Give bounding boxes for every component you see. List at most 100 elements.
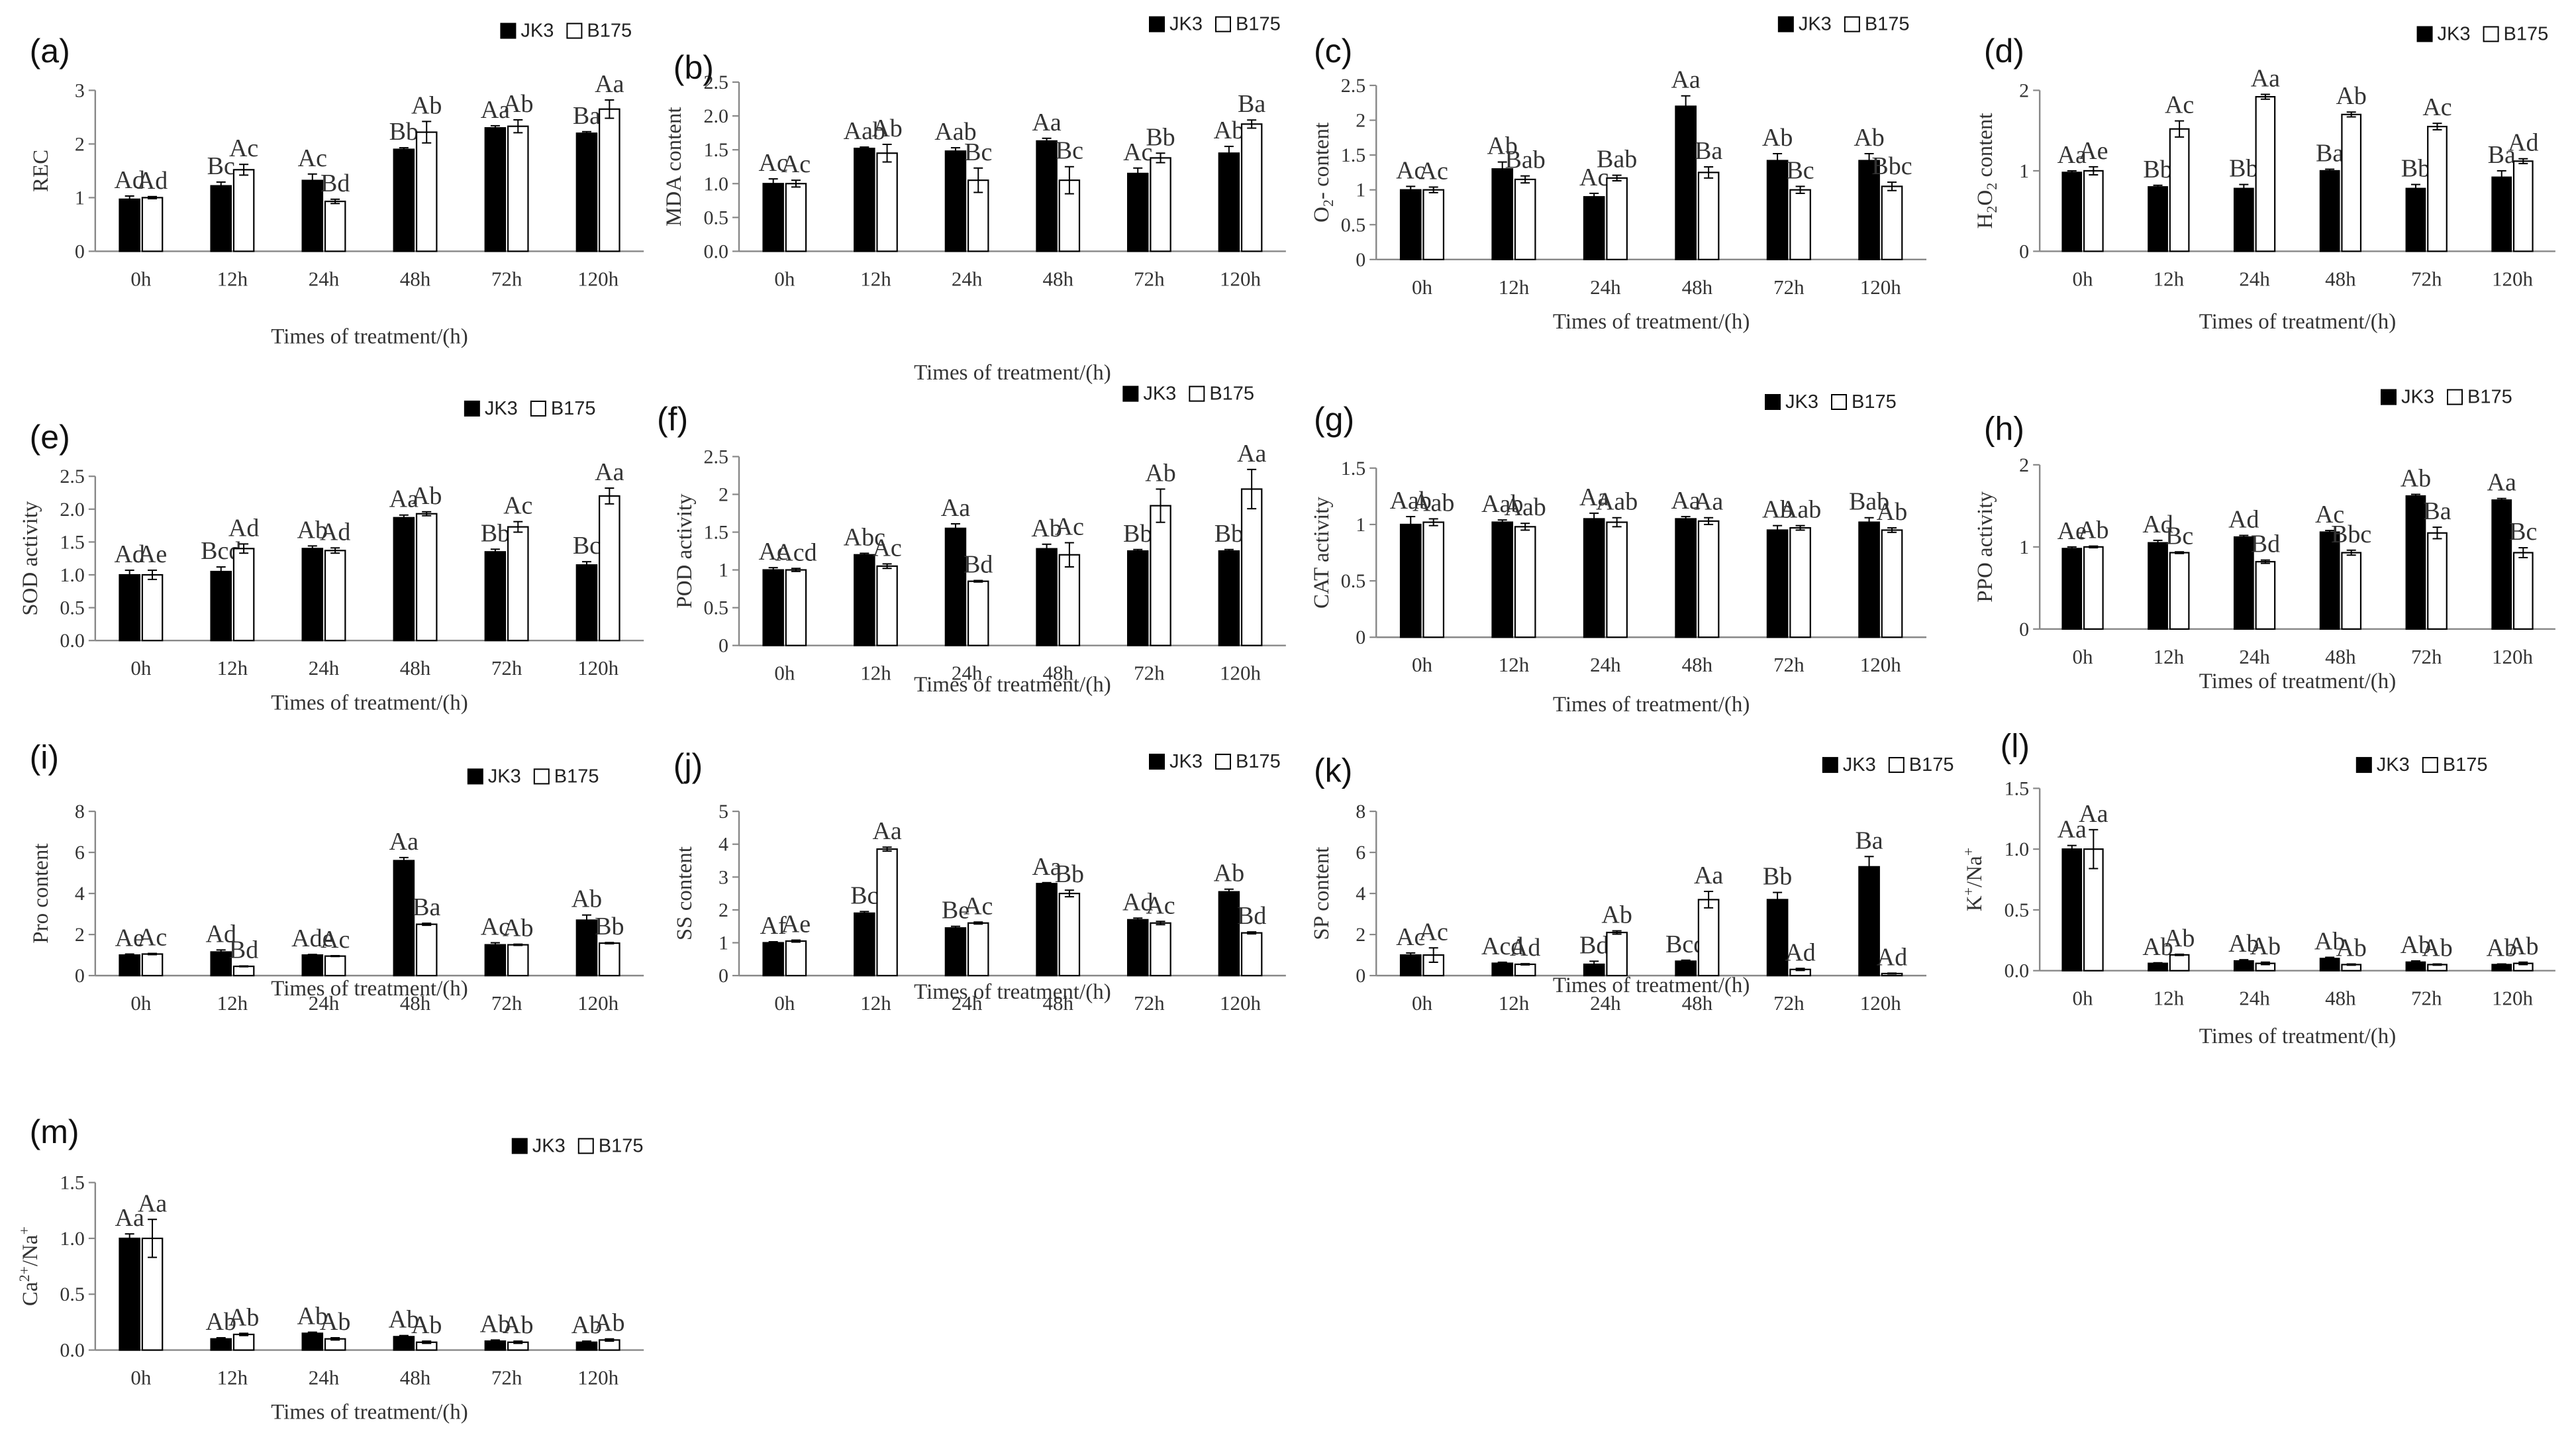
significance-label: Ac [1055, 513, 1084, 540]
bar-jk3 [2061, 548, 2083, 630]
significance-label: Ab [1601, 901, 1632, 929]
bar-b175 [141, 953, 164, 977]
legend-label-jk3: JK3 [1169, 14, 1203, 35]
bar-jk3 [2148, 542, 2168, 630]
x-tick-label: 48h [400, 991, 431, 1015]
significance-label: Bb [2401, 155, 2430, 183]
significance-label: Bb [2143, 156, 2172, 183]
x-axis-label: Times of treatment/(h) [914, 980, 1111, 1004]
bar-jk3 [1218, 550, 1240, 646]
y-axis-label: H2O2 content [1973, 113, 2000, 228]
x-tick-label: 72h [491, 991, 522, 1015]
bar-b175 [599, 108, 620, 252]
y-axis-label: MDA content [662, 107, 686, 226]
y-tick-label: 1.0 [60, 564, 85, 586]
bar-jk3 [1399, 523, 1422, 638]
significance-label: Ab [2078, 517, 2108, 544]
significance-label: Ba [2423, 497, 2451, 525]
significance-label: Ac [759, 149, 788, 177]
panel-label: (m) [30, 1113, 79, 1150]
significance-label: Ae [138, 540, 167, 568]
x-tick-label: 0h [2073, 645, 2094, 668]
y-tick-label: 3 [75, 79, 85, 101]
legend-label-b175: B175 [554, 766, 599, 787]
significance-label: Af [760, 912, 787, 940]
bar-b175 [2427, 532, 2448, 630]
bar-b175 [324, 550, 346, 642]
x-tick-label: 72h [1134, 662, 1165, 685]
x-tick-label: 120h [577, 1366, 619, 1389]
bar-jk3 [1858, 521, 1880, 638]
x-axis-label: Times of treatment/(h) [1553, 310, 1750, 334]
bar-jk3 [2233, 536, 2254, 630]
legend-label-jk3: JK3 [532, 1135, 566, 1156]
significance-label: Aa [1694, 488, 1723, 516]
bar-jk3 [1675, 518, 1697, 638]
bar-b175 [2512, 160, 2534, 252]
bar-b175 [141, 574, 164, 642]
x-tick-label: 12h [2154, 645, 2185, 668]
significance-label: Bc [1786, 156, 1814, 184]
bar-jk3 [1218, 891, 1240, 977]
significance-label: Ab [1214, 860, 1244, 887]
y-tick-label: 1 [2019, 536, 2029, 558]
legend-swatch-jk3 [2381, 389, 2397, 405]
x-axis-label: Times of treatment/(h) [1553, 974, 1750, 997]
significance-label: Bab [1505, 146, 1546, 174]
legend-swatch-jk3 [2355, 757, 2372, 774]
bar-jk3 [854, 148, 875, 252]
legend-label-jk3: JK3 [1143, 383, 1176, 405]
legend-label-b175: B175 [1909, 754, 1954, 776]
y-tick-label: 3 [718, 866, 728, 888]
bar-jk3 [575, 132, 598, 252]
significance-label: Ab [411, 482, 442, 510]
significance-label: Ab [2164, 925, 2195, 952]
bar-jk3 [1491, 168, 1514, 260]
x-axis-label: Times of treatment/(h) [2199, 310, 2397, 334]
significance-label: Ad [228, 514, 259, 542]
y-tick-label: 0.0 [704, 240, 729, 262]
significance-label: Aab [1481, 490, 1523, 518]
x-axis-label: Times of treatment/(h) [271, 691, 468, 715]
significance-label: Ab [1762, 496, 1793, 524]
x-tick-label: 48h [400, 267, 431, 290]
x-tick-label: 24h [1590, 991, 1621, 1015]
bar-b175 [1514, 178, 1536, 260]
legend-label-jk3: JK3 [520, 21, 554, 42]
bar-jk3 [1126, 550, 1149, 646]
x-tick-label: 72h [1773, 991, 1805, 1015]
y-tick-label: 2.5 [704, 72, 729, 93]
x-tick-label: 12h [1499, 276, 1530, 299]
bar-b175 [1150, 157, 1171, 252]
significance-label: Ab [1145, 459, 1175, 487]
significance-label: Ab [1487, 132, 1517, 160]
y-tick-label: 2.5 [60, 466, 85, 487]
legend-label-b175: B175 [2504, 23, 2549, 44]
y-tick-label: 0 [75, 240, 85, 262]
y-tick-label: 0 [75, 965, 85, 987]
x-tick-label: 48h [2325, 645, 2356, 668]
significance-label: Aab [1412, 489, 1454, 517]
y-tick-label: 2.0 [704, 105, 729, 127]
significance-label: Ae [2057, 517, 2087, 545]
x-tick-label: 12h [217, 267, 248, 290]
bar-jk3 [762, 183, 784, 252]
y-tick-label: 0 [1356, 626, 1365, 648]
legend-swatch-jk3 [500, 23, 517, 39]
y-tick-label: 2 [75, 924, 85, 946]
y-tick-label: 2 [1356, 924, 1365, 946]
significance-label: Ab [2142, 933, 2173, 961]
bar-b175 [415, 131, 438, 252]
x-tick-label: 0h [1412, 653, 1433, 676]
significance-label: Ad [1785, 938, 1815, 966]
y-tick-label: 2 [75, 133, 85, 155]
significance-label: Bd [321, 170, 350, 197]
bar-jk3 [393, 517, 415, 642]
bar-b175 [1606, 931, 1628, 977]
x-tick-label: 72h [2411, 987, 2442, 1010]
bar-b175 [1422, 189, 1445, 260]
legend-label-b175: B175 [599, 1135, 644, 1156]
x-tick-label: 48h [2325, 267, 2356, 290]
y-axis-label: CAT activity [1310, 497, 1334, 609]
